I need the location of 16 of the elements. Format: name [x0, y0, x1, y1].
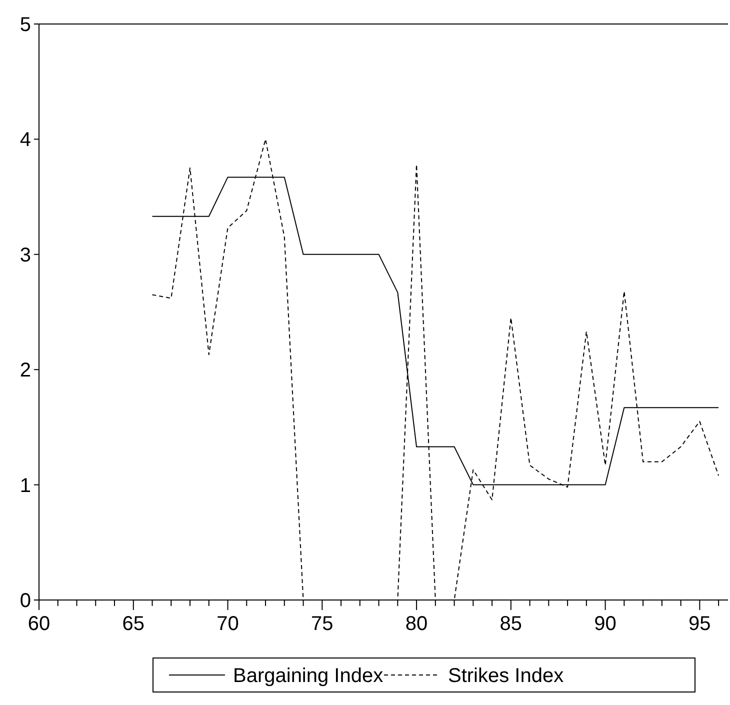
x-tick-label: 60: [28, 613, 50, 635]
x-tick-label: 85: [500, 613, 522, 635]
y-tick-label: 2: [20, 360, 31, 382]
y-tick-label: 5: [20, 14, 31, 36]
x-tick-label: 90: [594, 613, 616, 635]
legend-label: Bargaining Index: [233, 665, 384, 687]
x-tick-label: 80: [405, 613, 428, 635]
x-tick-label: 70: [216, 613, 239, 635]
legend-label: Strikes Index: [448, 665, 564, 687]
x-tick-label: 95: [688, 613, 711, 635]
x-tick-label: 75: [311, 613, 334, 635]
y-tick-label: 0: [20, 590, 31, 612]
x-tick-label: 65: [122, 613, 145, 635]
y-tick-label: 4: [20, 129, 31, 152]
y-tick-label: 3: [20, 244, 31, 266]
y-tick-label: 1: [20, 474, 31, 497]
